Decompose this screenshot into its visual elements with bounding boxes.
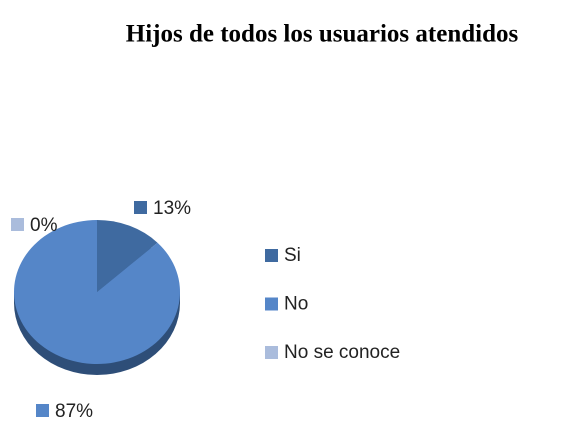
- legend-key: [265, 297, 278, 311]
- data-label: 13%: [153, 198, 191, 219]
- legend-key: [265, 249, 278, 262]
- pie-slice: [97, 220, 158, 292]
- pie-slice: [13, 220, 181, 365]
- data-label: 87%: [55, 401, 93, 421]
- chart-title: Hijos de todos los usuarios atendidos: [126, 21, 519, 48]
- legend-key: [265, 346, 278, 359]
- legend-label: Si: [284, 245, 301, 266]
- data-label-key: [36, 404, 49, 417]
- data-label-key: [11, 218, 24, 231]
- legend-label: No: [284, 294, 308, 315]
- data-label: 0%: [30, 215, 58, 236]
- legend-label: No se conoce: [284, 342, 400, 363]
- data-label-key: [134, 201, 147, 214]
